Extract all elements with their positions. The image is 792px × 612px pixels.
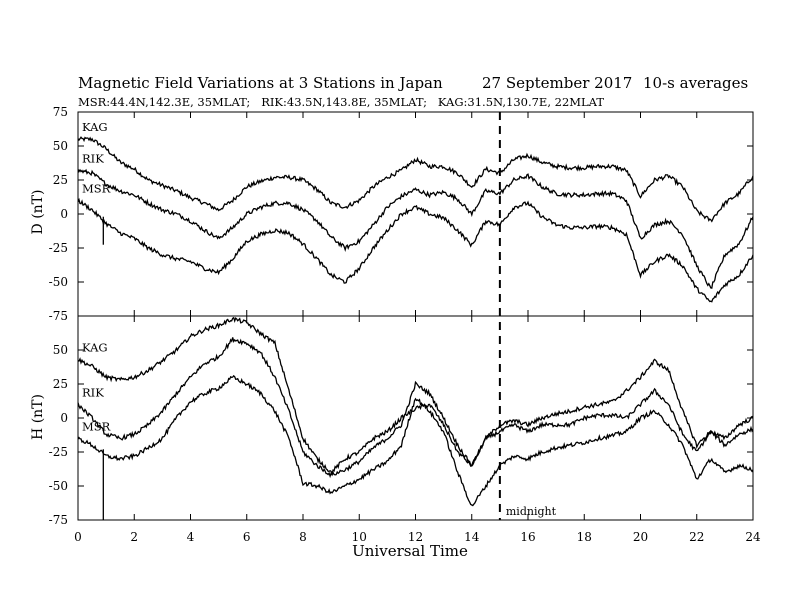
y-tick-label: -75 <box>49 513 68 527</box>
series-line-rik <box>77 168 754 289</box>
top-panel-ylabel: D (nT) <box>30 190 46 235</box>
y-tick-label: -75 <box>49 309 68 323</box>
series-line-kag <box>77 316 754 476</box>
station-info: MSR:44.4N,142.3E, 35MLAT; RIK:43.5N,143.… <box>78 95 604 109</box>
bottom-panel-ylabel: H (nT) <box>30 394 46 440</box>
series-label-msr: MSR <box>82 419 111 433</box>
x-tick-label: 2 <box>130 530 138 544</box>
series-line-kag <box>77 136 754 223</box>
x-tick-label: 10 <box>352 530 367 544</box>
chart-averaging: 10-s averages <box>643 74 748 92</box>
x-tick-label: 16 <box>520 530 535 544</box>
x-tick-label: 4 <box>187 530 195 544</box>
x-tick-label: 14 <box>464 530 480 544</box>
x-tick-label: 22 <box>689 530 704 544</box>
y-tick-label: 25 <box>53 173 68 187</box>
series-line-rik <box>77 337 754 479</box>
x-tick-label: 18 <box>577 530 592 544</box>
series-label-msr: MSR <box>82 181 111 195</box>
y-tick-label: 0 <box>60 207 68 221</box>
x-axis-label: Universal Time <box>352 542 468 560</box>
y-tick-label: -50 <box>49 479 68 493</box>
y-tick-label: -25 <box>49 445 68 459</box>
x-tick-label: 0 <box>74 530 82 544</box>
y-tick-label: 75 <box>53 105 68 119</box>
series-label-kag: KAG <box>82 341 108 355</box>
x-tick-label: 20 <box>633 530 648 544</box>
midnight-label: midnight <box>506 505 557 518</box>
series-label-kag: KAG <box>82 120 108 134</box>
chart-date: 27 September 2017 <box>482 74 632 92</box>
series-label-rik: RIK <box>82 151 104 165</box>
y-tick-label: -25 <box>49 241 68 255</box>
x-tick-label: 24 <box>745 530 761 544</box>
y-tick-label: 50 <box>53 343 68 357</box>
series-label-rik: RIK <box>82 385 104 399</box>
y-tick-label: 0 <box>60 411 68 425</box>
y-tick-label: -50 <box>49 275 68 289</box>
series-line-msr <box>77 374 754 507</box>
y-tick-label: 25 <box>53 377 68 391</box>
series-line-msr <box>77 197 754 303</box>
chart-title: Magnetic Field Variations at 3 Stations … <box>78 74 443 92</box>
y-tick-label: 50 <box>53 139 68 153</box>
x-tick-label: 12 <box>408 530 423 544</box>
x-tick-label: 6 <box>243 530 251 544</box>
x-tick-label: 8 <box>299 530 307 544</box>
